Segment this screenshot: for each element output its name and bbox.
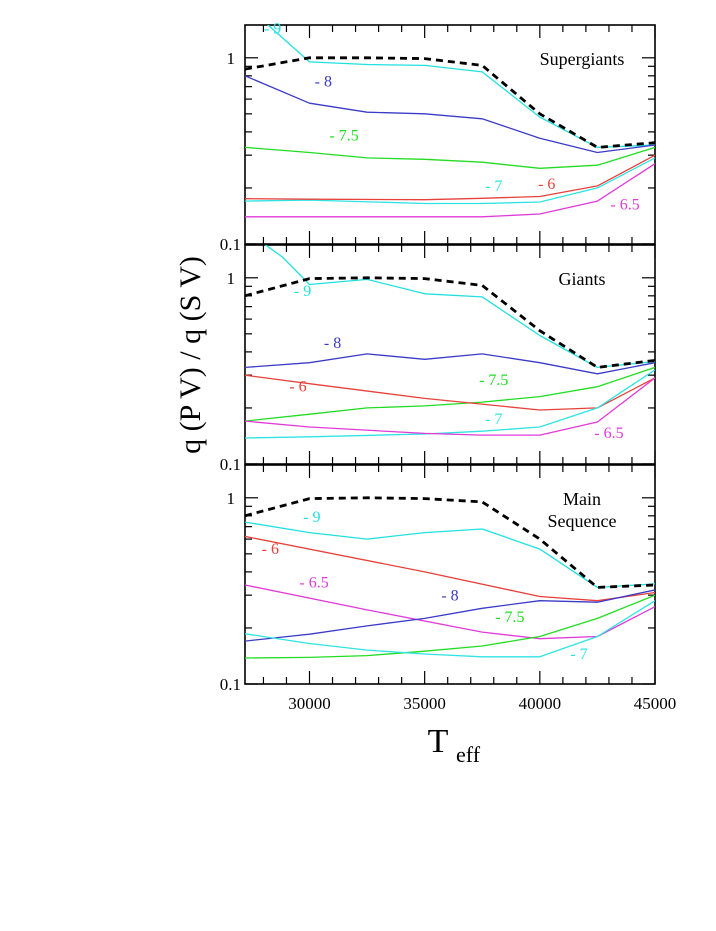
series-label: - 7.5 <box>329 127 358 144</box>
panel-frame <box>244 464 656 685</box>
series-label: - 8 <box>324 335 341 352</box>
y-axis-label: q (P V) / q (S V) <box>174 256 207 454</box>
y-tick-label: 1 <box>227 269 236 288</box>
y-tick-label: 0.1 <box>220 675 241 694</box>
series-line <box>245 589 655 642</box>
x-tick-label: 40000 <box>519 694 562 713</box>
series-line <box>245 374 655 411</box>
series-line <box>245 600 655 658</box>
series-label: - 9 <box>264 21 281 38</box>
x-axis-label: T <box>428 723 449 760</box>
total-line <box>245 496 655 589</box>
series-label: - 8 <box>441 588 458 605</box>
x-axis-label-subscript: eff <box>456 742 481 767</box>
series-line <box>245 75 655 154</box>
x-tick-label: 45000 <box>634 694 677 713</box>
series-label: - 7 <box>485 178 502 195</box>
total-line <box>245 56 655 149</box>
total-line <box>245 276 655 369</box>
series-label: - 7 <box>570 646 587 663</box>
panel-frame <box>244 244 656 465</box>
series-line <box>264 245 655 369</box>
series-label: - 7 <box>485 411 502 428</box>
panel-title: Giants <box>559 269 606 289</box>
series-label: - 9 <box>303 509 320 526</box>
x-tick-label: 30000 <box>288 694 331 713</box>
series-line <box>245 154 655 201</box>
series-line <box>245 521 655 589</box>
series-label: - 7.5 <box>479 372 508 389</box>
panel-frame <box>244 24 656 245</box>
series-line <box>245 377 655 436</box>
series-label: - 7.5 <box>495 609 524 626</box>
y-tick-label: 1 <box>227 489 236 508</box>
panel-title: Main <box>563 489 601 509</box>
series-line <box>245 584 655 640</box>
series-line <box>245 369 655 439</box>
series-line <box>245 157 655 205</box>
series-label: - 6 <box>538 176 555 193</box>
series-line <box>266 25 655 149</box>
series-label: - 6 <box>289 379 306 396</box>
series-line <box>245 353 655 375</box>
y-tick-label: 0.1 <box>220 235 241 254</box>
x-tick-label: 35000 <box>403 694 446 713</box>
series-label: - 6.5 <box>299 574 328 591</box>
series-line <box>245 366 655 422</box>
series-line <box>245 594 655 659</box>
series-line <box>245 163 655 218</box>
series-label: - 6.5 <box>594 425 623 442</box>
series-label: - 8 <box>315 74 332 91</box>
panel-title: Supergiants <box>540 49 625 69</box>
series-label: - 6 <box>262 541 279 558</box>
series-line <box>245 146 655 169</box>
y-tick-label: 1 <box>227 49 236 68</box>
panel-title: Sequence <box>548 511 617 531</box>
series-group <box>245 25 655 218</box>
y-tick-label: 0.1 <box>220 455 241 474</box>
series-group <box>245 245 655 439</box>
series-label: - 9 <box>294 283 311 300</box>
series-group <box>245 496 655 659</box>
series-label: - 6.5 <box>610 197 639 214</box>
